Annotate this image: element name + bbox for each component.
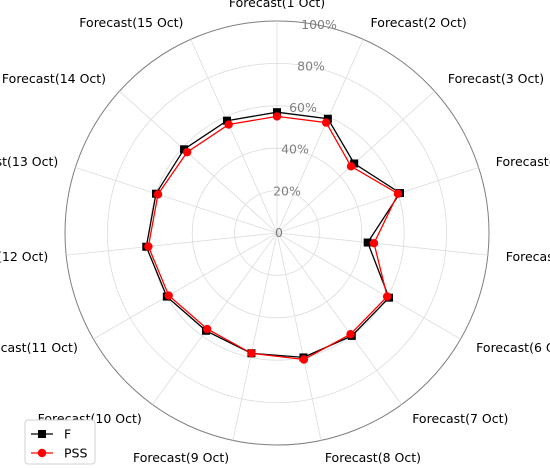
point-pss-1 (272, 112, 282, 121)
grid-spoke-13 (75, 167, 278, 234)
point-f-15 (222, 116, 231, 125)
point-f-3 (350, 159, 359, 168)
legend-item-f: F (31, 427, 71, 442)
grid-spoke-4 (276, 167, 479, 234)
legend-marker-f (38, 430, 46, 438)
point-pss-3 (346, 162, 356, 171)
point-pss-2 (321, 118, 331, 127)
category-label-14: Forecast(14 Oct) (2, 71, 106, 86)
grid-spoke-11 (93, 232, 278, 340)
grid-spoke-6 (276, 232, 461, 340)
radar-grid (64, 20, 490, 446)
grid-spoke-14 (119, 90, 278, 234)
grid-spoke-10 (152, 232, 278, 405)
grid-spoke-15 (190, 39, 278, 234)
category-label-8: Forecast(8 Oct) (325, 450, 421, 465)
series-pss (144, 112, 403, 364)
radial-tick-4: 80% (297, 58, 325, 73)
point-pss-11 (164, 291, 173, 300)
point-pss-13 (153, 190, 163, 199)
category-label-6: Forecast(6 Oct) (476, 340, 550, 355)
legend-item-pss: PSS (31, 446, 87, 461)
point-pss-9 (247, 349, 256, 358)
series-line-f (145, 111, 401, 359)
point-pss-5 (369, 238, 379, 248)
grid-spoke-7 (276, 232, 402, 405)
grid-spoke-5 (276, 232, 488, 256)
category-label-7: Forecast(7 Oct) (412, 411, 508, 426)
point-f-14 (180, 145, 189, 154)
grid-spoke-12 (66, 232, 278, 256)
point-pss-10 (203, 324, 212, 334)
grid-spoke-9 (232, 232, 278, 441)
category-label-4: Forecast(4 Oct) (496, 154, 550, 169)
point-pss-6 (382, 292, 392, 301)
radial-tick-3: 60% (289, 100, 317, 115)
category-label-13: Forecast(13 Oct) (0, 154, 58, 169)
legend: F PSS (24, 419, 96, 465)
radial-tick-5: 100% (301, 17, 337, 32)
category-label-3: Forecast(3 Oct) (448, 71, 544, 86)
category-label-9: Forecast(9 Oct) (133, 450, 229, 465)
radial-tick-1: 20% (273, 183, 301, 198)
legend-label-pss: PSS (64, 446, 87, 461)
point-pss-14 (182, 147, 192, 157)
legend-label-f: F (64, 427, 71, 442)
point-f-5 (363, 238, 372, 247)
legend-marker-pss (37, 448, 47, 458)
point-pss-12 (144, 242, 153, 251)
category-label-5: Forecast(5 Oct) (506, 249, 550, 264)
category-label-11: Forecast(11 Oct) (0, 340, 78, 355)
point-pss-7 (346, 329, 355, 339)
category-label-2: Forecast(2 Oct) (371, 15, 467, 30)
point-pss-15 (224, 120, 233, 129)
category-label-12: Forecast(12 Oct) (0, 249, 48, 264)
grid-spoke-2 (276, 39, 364, 234)
point-f-2 (323, 114, 332, 123)
point-pss-4 (393, 189, 403, 198)
radial-tick-labels: 0 20% 40% 60% 80% 100% (273, 17, 337, 240)
radial-tick-2: 40% (281, 142, 309, 157)
radial-tick-0: 0 (275, 225, 283, 240)
category-label-15: Forecast(15 Oct) (79, 15, 183, 30)
series-line-pss (147, 115, 399, 361)
category-label-1: Forecast(1 Oct) (229, 0, 325, 10)
point-pss-8 (299, 355, 309, 364)
grid-spoke-8 (276, 232, 322, 441)
point-f-1 (273, 108, 281, 117)
series-layer (142, 108, 404, 364)
